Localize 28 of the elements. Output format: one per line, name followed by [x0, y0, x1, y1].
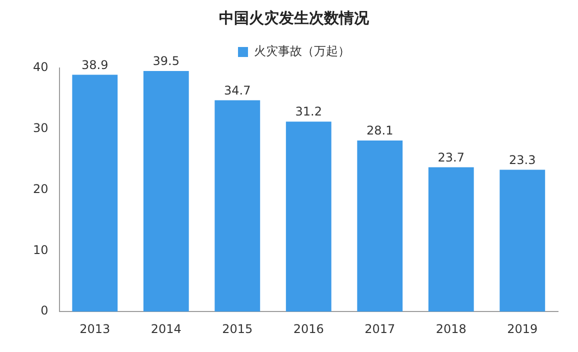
- y-tick-label: 20: [32, 182, 48, 196]
- x-tick-label: 2016: [293, 322, 324, 336]
- bar: [500, 170, 546, 312]
- data-label: 23.3: [509, 152, 536, 167]
- y-tick-label: 30: [32, 121, 48, 136]
- y-tick-label: 10: [32, 242, 48, 257]
- bar: [286, 122, 332, 312]
- bar: [72, 74, 118, 312]
- data-label: 34.7: [224, 83, 251, 98]
- y-tick-label: 40: [32, 60, 48, 74]
- x-tick-label: 2015: [222, 322, 253, 336]
- chart-title: 中国火灾发生次数情况: [219, 8, 370, 27]
- x-tick-label: 2017: [364, 322, 396, 336]
- bar: [143, 71, 189, 312]
- data-label: 31.2: [295, 104, 322, 119]
- bar: [214, 100, 260, 312]
- data-label: 28.1: [366, 124, 394, 138]
- x-tick-label: 2013: [80, 322, 110, 336]
- bar: [357, 140, 403, 312]
- data-label: 23.7: [438, 150, 464, 164]
- x-tick-label: 2014: [150, 322, 182, 336]
- x-tick-label: 2018: [436, 322, 466, 336]
- data-label: 38.9: [82, 58, 108, 72]
- y-tick-label: 0: [40, 304, 48, 318]
- x-tick-label: 2019: [507, 322, 538, 336]
- data-label: 39.5: [152, 54, 180, 68]
- legend-label: 火灾事故（万起）: [254, 44, 350, 58]
- bar: [428, 167, 474, 312]
